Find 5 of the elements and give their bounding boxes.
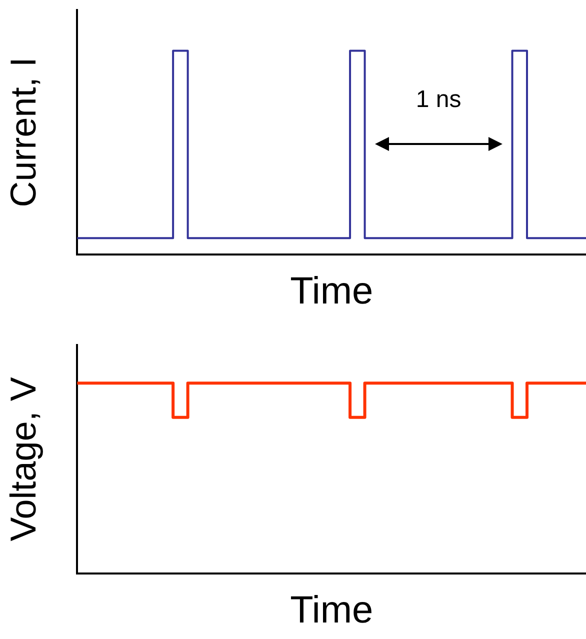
y-axis-title: Voltage, V: [2, 377, 44, 542]
x-axis-title: Time: [290, 270, 374, 313]
y-axis-title: Current, I: [2, 57, 44, 208]
annotation: 1 ns: [416, 86, 462, 114]
x-axis-title: Time: [290, 590, 374, 632]
